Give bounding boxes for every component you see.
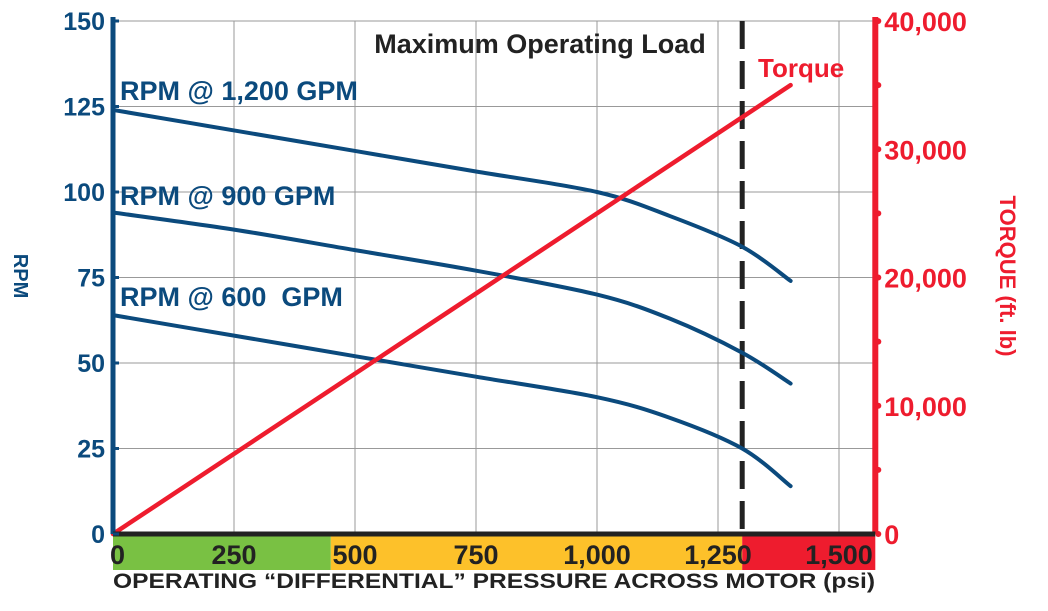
series-line-0 xyxy=(111,107,793,283)
y-tick-label: 150 xyxy=(63,8,105,36)
y-tick-label: 50 xyxy=(77,350,105,378)
y-tick-label: 125 xyxy=(63,94,105,122)
y2-tick-mark xyxy=(875,274,882,281)
y2-axis-label: TORQUE (ft. lb) xyxy=(995,196,1020,357)
y2-tick-label: 40,000 xyxy=(884,7,967,37)
y2-tick-mark xyxy=(875,531,882,537)
y2-tick-mark xyxy=(875,82,882,89)
y2-tick-mark xyxy=(875,466,882,473)
x-tick-label: 1,500 xyxy=(805,540,873,570)
x-tick-label: 1,250 xyxy=(684,540,752,570)
y2-tick-label: 30,000 xyxy=(884,135,967,165)
pressure-zone-0 xyxy=(113,536,331,570)
x-tick-label: 0 xyxy=(110,540,125,570)
y2-tick-mark xyxy=(875,18,882,24)
series-label-torque: Torque xyxy=(758,53,844,83)
series-line-3 xyxy=(110,82,793,537)
y2-tick-mark xyxy=(875,402,882,409)
chart-title: Maximum Operating Load xyxy=(374,29,706,59)
y-tick-label: 75 xyxy=(77,265,105,293)
series-line-1 xyxy=(111,210,793,386)
x-axis-label: OPERATING “DIFFERENTIAL” PRESSURE ACROSS… xyxy=(113,570,875,593)
y2-tick-label: 20,000 xyxy=(884,264,967,294)
y2-tick-label: 0 xyxy=(884,520,899,550)
y-tick-label: 25 xyxy=(77,436,105,464)
y-tick-label: 0 xyxy=(91,521,105,549)
y-tick-label: 100 xyxy=(63,179,105,207)
pressure-zone-2 xyxy=(742,536,876,570)
series-label-rpm-1200: RPM @ 1,200 GPM xyxy=(120,76,358,106)
y2-tick-mark xyxy=(875,338,882,345)
series-line-2 xyxy=(111,313,793,489)
y-axis-label: RPM xyxy=(9,254,31,298)
series-label-rpm-900: RPM @ 900 GPM xyxy=(120,181,335,211)
x-tick-label: 750 xyxy=(453,540,498,570)
x-tick-label: 500 xyxy=(332,540,377,570)
series-label-rpm-600: RPM @ 600 GPM xyxy=(120,282,343,312)
y2-tick-label: 10,000 xyxy=(884,392,967,422)
x-tick-label: 1,000 xyxy=(563,540,631,570)
x-tick-label: 250 xyxy=(211,540,256,570)
y2-tick-mark xyxy=(875,146,882,153)
y2-tick-mark xyxy=(875,210,882,217)
pressure-zone-1 xyxy=(330,536,743,570)
